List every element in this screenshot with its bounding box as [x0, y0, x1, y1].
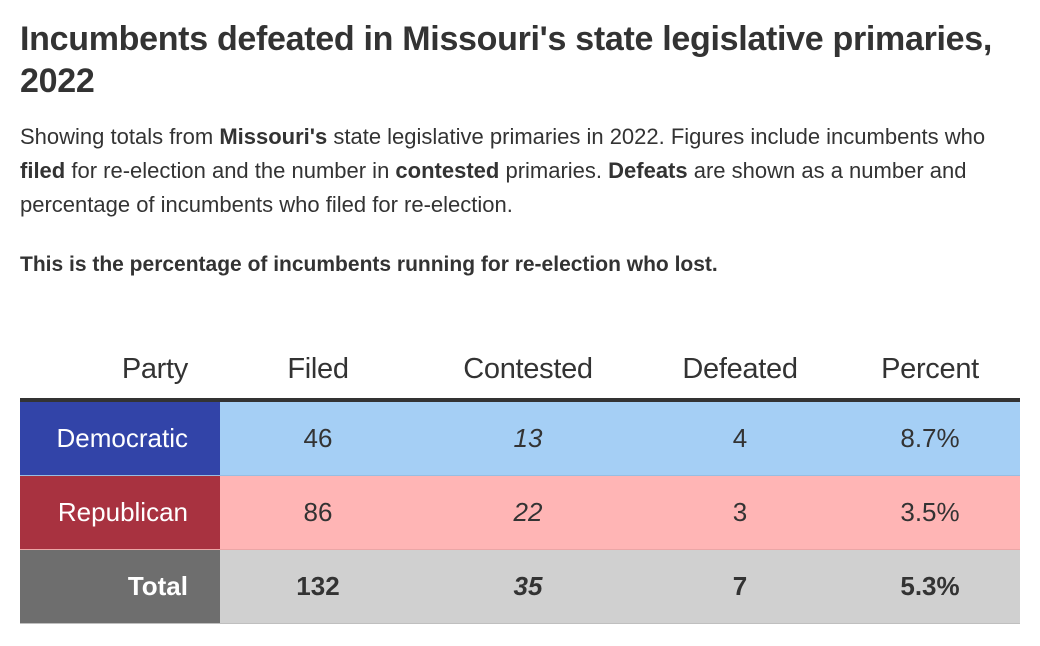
chart-note: This is the percentage of incumbents run… — [20, 253, 718, 276]
cell-democratic-filed: 46 — [303, 423, 333, 453]
party-label-republican: Republican — [20, 476, 220, 549]
party-label-total: Total — [20, 550, 220, 623]
chart-header: Incumbents defeated in Missouri's state … — [20, 18, 1020, 280]
description-text-5: are shown as a number and percentage of … — [20, 158, 967, 217]
results-table: Party Filed Contested Defeated Percent D… — [20, 340, 1020, 624]
description-bold-filed: filed — [20, 158, 66, 183]
column-header-party: Party — [121, 352, 188, 385]
party-label-democratic: Democratic — [20, 402, 220, 475]
description-text-2: state legislative primaries in 2022. Fig… — [327, 124, 986, 149]
description-bold-contested: contested — [395, 158, 500, 183]
column-header-defeated: Defeated — [682, 352, 798, 385]
cell-total-contested: 35 — [513, 571, 543, 601]
cell-total-percent: 5.3% — [900, 571, 960, 601]
cell-total-filed: 132 — [296, 571, 340, 601]
table-header-row: Party Filed Contested Defeated Percent — [20, 340, 1020, 402]
chart-title: Incumbents defeated in Missouri's state … — [20, 20, 993, 100]
column-header-contested: Contested — [463, 352, 593, 385]
column-header-filed: Filed — [287, 352, 349, 385]
description-bold-state: Missouri's — [219, 124, 328, 149]
cell-democratic-defeated: 4 — [732, 423, 748, 453]
description-text-4: primaries. — [499, 158, 609, 183]
cell-democratic-percent: 8.7% — [900, 423, 960, 453]
chart-description: Showing totals from Missouri's state leg… — [20, 120, 1020, 222]
table-row-democratic: Democratic 46 13 4 8.7% — [20, 402, 1020, 476]
description-text-1: Showing totals from — [20, 124, 220, 149]
cell-republican-defeated: 3 — [732, 497, 748, 527]
cell-republican-percent: 3.5% — [900, 497, 960, 527]
description-text-3: for re-election and the number in — [65, 158, 396, 183]
cell-republican-filed: 86 — [303, 497, 333, 527]
table-row-republican: Republican 86 22 3 3.5% — [20, 476, 1020, 550]
description-bold-defeats: Defeats — [608, 158, 688, 183]
cell-republican-contested: 22 — [513, 497, 543, 527]
column-header-percent: Percent — [881, 352, 979, 385]
table-row-total: Total 132 35 7 5.3% — [20, 550, 1020, 624]
cell-democratic-contested: 13 — [513, 423, 543, 453]
cell-total-defeated: 7 — [732, 571, 748, 601]
